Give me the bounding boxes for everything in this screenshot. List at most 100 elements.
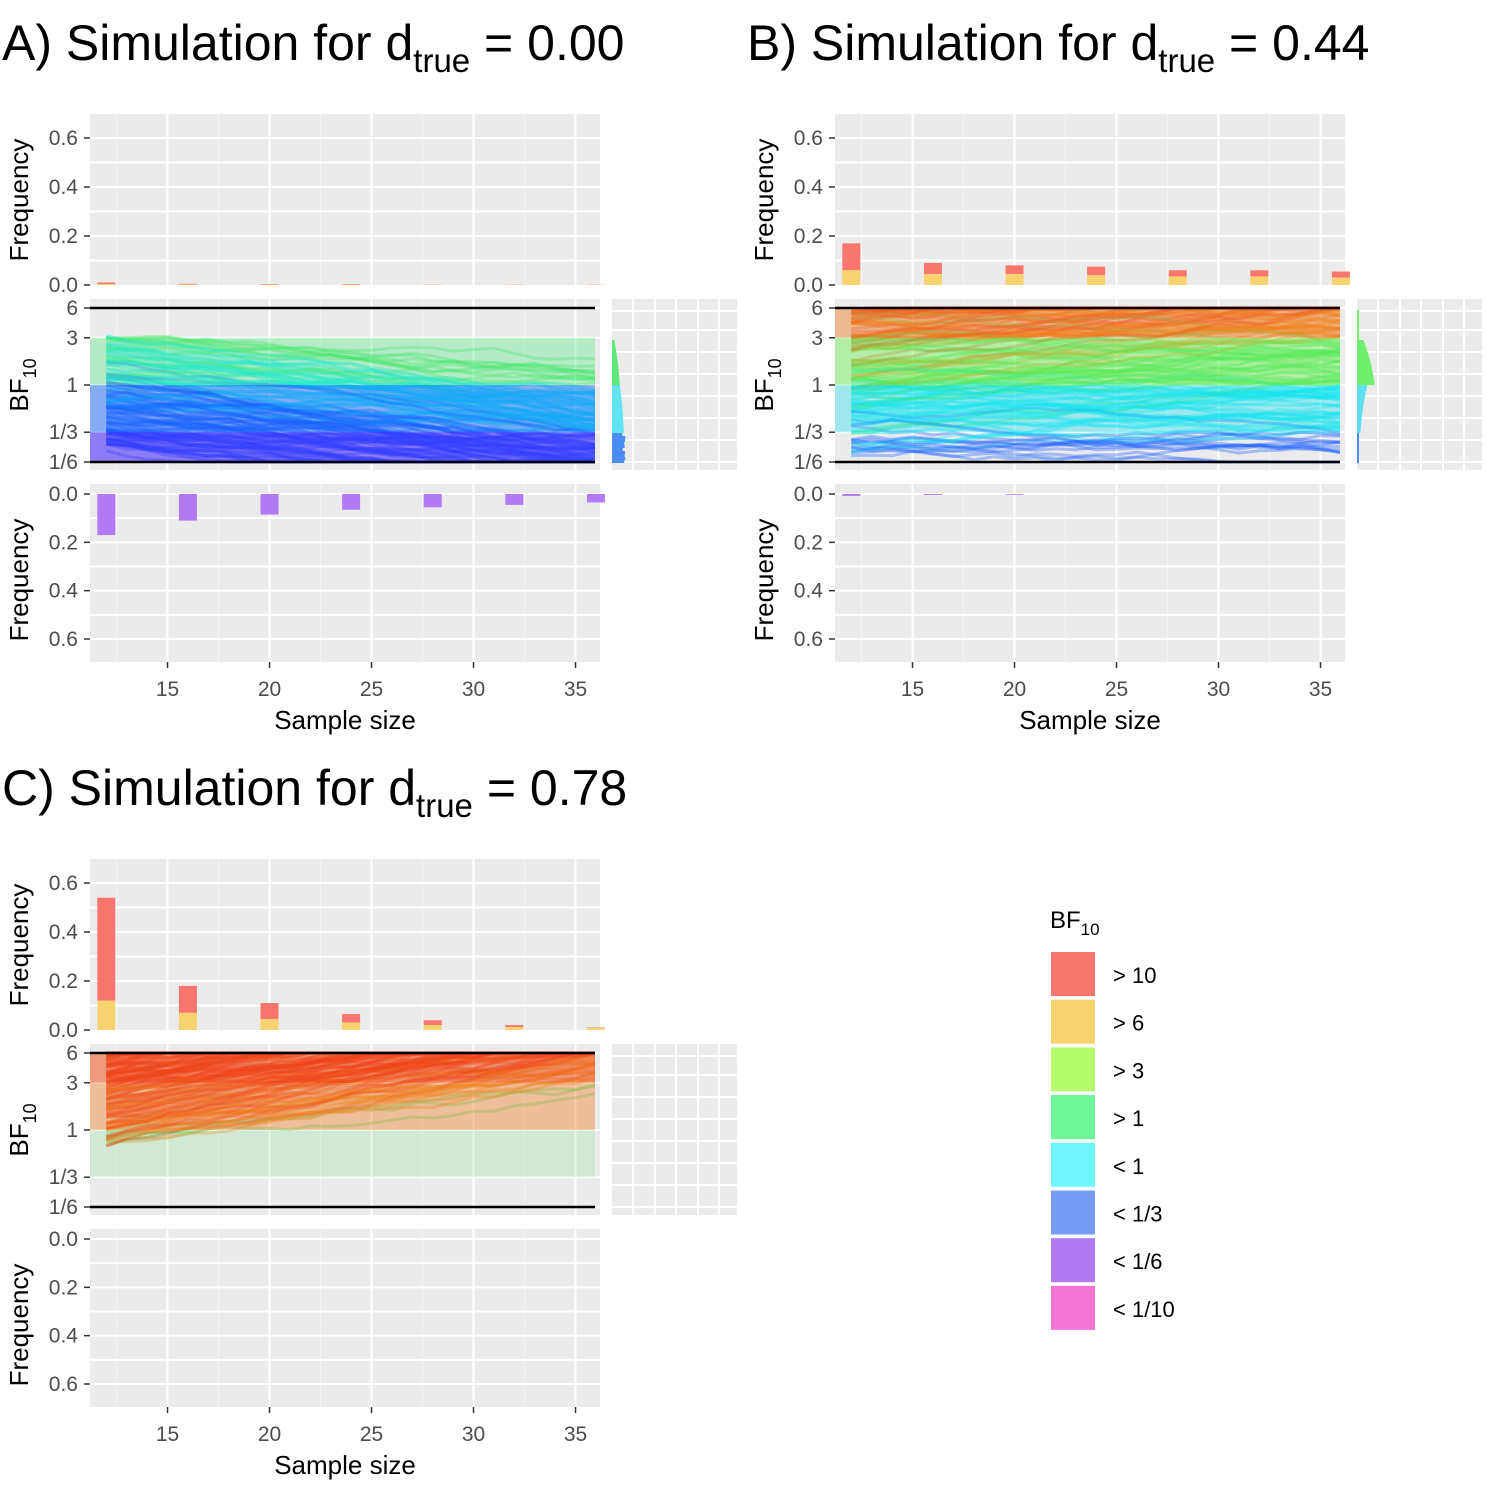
trajectory-line [851,329,1340,350]
y-tick-label: 0.0 [49,483,78,506]
trajectory-line [106,343,595,368]
bar-lt1-6 [97,494,116,536]
trajectory-line [851,330,1340,376]
trajectory-line [851,318,1340,343]
bf-tick-label: 1/6 [49,451,78,474]
trajectory-line [851,366,1340,381]
side-hist-bar [612,430,624,433]
side-hist-bar [1357,319,1359,322]
side-hist-bar [612,361,618,364]
trajectory-line [106,354,595,397]
trajectory-line [106,1078,595,1144]
side-hist-bar [1357,400,1365,403]
legend-label: < 1/3 [1113,1202,1163,1227]
trajectory-line [851,438,1340,451]
side-hist-bar [1357,451,1359,454]
trajectory-line [106,397,595,424]
density-band [835,308,1340,338]
side-hist-bar [612,421,624,424]
trajectory-line [851,340,1340,390]
trajectory-line [851,374,1340,396]
trajectory-line [106,336,595,373]
trajectory-line [851,392,1340,416]
bottom-frequency-panel: 0.0 0.2 0.4 0.6 Frequency 15 20 25 30 35 Sample si… [749,483,1345,735]
trajectory-line [850,306,1340,381]
trajectory-line [851,306,1340,331]
bf-tick-label: 6 [811,297,823,320]
trajectory-line [851,366,1340,392]
bf-tick-label: 1/3 [794,421,823,444]
trajectory-line [851,306,1340,367]
density-band [90,337,595,385]
trajectory-line [851,318,1340,339]
trajectory-line [106,396,595,419]
trajectory-line [106,347,595,380]
bar-gt10 [1168,270,1187,277]
x-tick-label: 30 [462,678,485,701]
y-tick-label: 0.4 [49,1325,79,1348]
bar-lt1-6 [586,494,605,503]
trajectory-line [851,353,1340,371]
side-hist-bar [1357,460,1359,463]
trajectory-line [851,317,1340,345]
x-tick-label: 35 [1309,678,1332,701]
side-histogram-panel [612,299,737,470]
side-hist-bar [1357,340,1364,343]
bf-tick-label: 1 [66,374,78,397]
panel-title: B) Simulation for dtrue = 0.44 [747,15,1369,79]
bar-gt6 [342,1022,361,1030]
side-hist-bar [612,451,625,454]
trajectory-line [851,436,1340,455]
y-axis-label: Frequency [749,519,779,642]
trajectory-line [851,342,1340,366]
bf-density [835,308,1340,433]
top-frequency-panel: 0.0 0.2 0.4 0.6 Frequency [4,859,605,1042]
trajectory-line [106,370,595,388]
side-hist-bar [1357,436,1359,439]
bar-lt1-6 [342,494,361,510]
trajectory-line [106,384,595,427]
side-hist-bar [612,436,626,439]
top-frequency-bg [835,114,1345,285]
bar-gt10 [1331,271,1350,278]
trajectory-line [106,345,595,407]
trajectory-line [106,403,595,447]
trajectory-line [851,390,1340,414]
trajectory-line [106,372,595,437]
trajectory-line [851,346,1340,364]
trajectory-line [851,347,1340,386]
trajectory-line [851,383,1340,407]
side-hist-bar [1357,388,1367,391]
side-hist-bar [612,412,623,415]
density-band [835,337,1340,385]
x-tick-label: 35 [564,1423,587,1446]
side-hist-bar [612,352,617,355]
side-hist-bar [612,418,624,421]
trajectory-line [105,1074,595,1133]
bottom-frequency-bg [835,484,1345,662]
y-axis-label: BF10 [749,358,785,411]
side-hist-bar [1357,364,1372,367]
trajectory-line [851,389,1340,419]
side-hist-bar [612,388,621,391]
trajectory-line [106,341,595,423]
trajectory-line [106,387,595,431]
bottom-frequency-bg [90,484,600,662]
trajectory-line [851,362,1340,390]
trajectory-line [106,345,595,407]
side-hist-bar [1357,412,1363,415]
trajectory-line [851,306,1340,344]
trajectory-line [106,367,595,427]
legend-title-sub: 10 [1081,920,1100,939]
trajectory-line [106,399,595,432]
y-tick-label: 0.4 [49,921,79,944]
trajectory-line [851,318,1340,339]
trajectory-line [851,363,1340,389]
y-axis-label-sub: 10 [765,358,785,378]
legend-key [1051,1190,1095,1235]
top-frequency-bg [90,859,600,1030]
trajectory-line [851,411,1340,446]
trajectory-line [106,402,595,435]
trajectory-line [851,379,1340,435]
bf-tick-label: 1 [811,374,823,397]
